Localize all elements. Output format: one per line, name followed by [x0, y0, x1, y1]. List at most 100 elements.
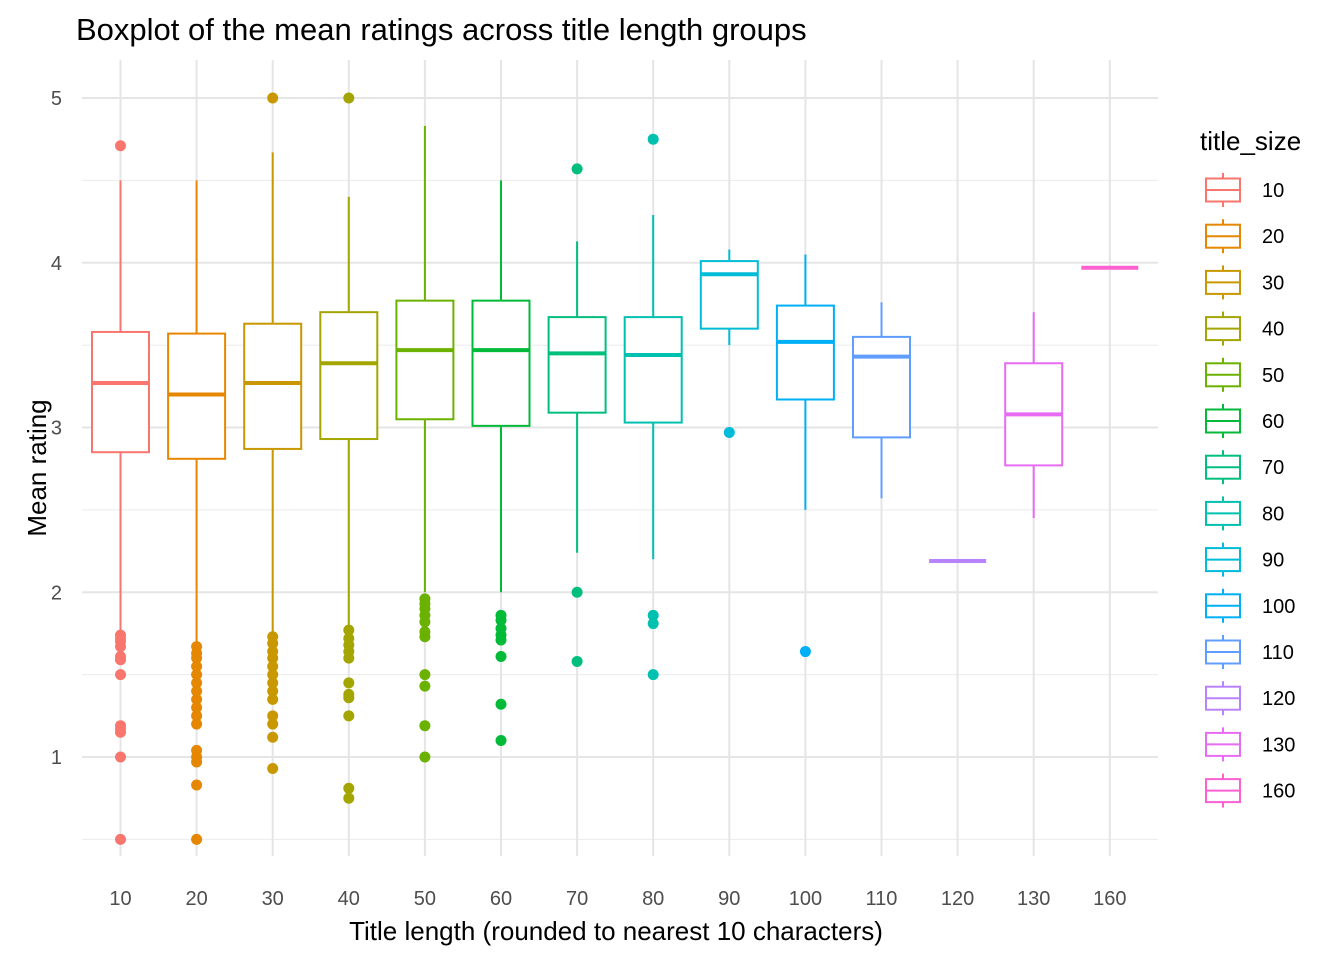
outlier-point: [267, 763, 279, 775]
legend-item-40: 40: [1205, 311, 1284, 346]
x-tick-label: 80: [642, 888, 664, 910]
box-iqr: [547, 316, 607, 414]
outlier-point: [343, 782, 355, 794]
y-tick-label: 5: [51, 88, 62, 110]
x-tick-label: 10: [109, 888, 131, 910]
legend-item-160: 160: [1205, 773, 1295, 808]
outlier-point: [419, 720, 431, 732]
box-group-60: [471, 180, 531, 747]
outlier-point: [343, 792, 355, 804]
x-tick-label: 130: [1017, 888, 1050, 910]
box-group-40: [319, 92, 379, 804]
box-group-110: [852, 302, 911, 499]
outlier-point: [191, 685, 203, 697]
outlier-point: [343, 692, 355, 704]
box-iqr: [243, 322, 303, 450]
legend-title: title_size: [1200, 126, 1301, 156]
legend-item-60: 60: [1205, 404, 1284, 438]
outlier-point: [419, 751, 431, 763]
legend-item-20: 20: [1205, 219, 1284, 254]
outlier-point: [191, 702, 203, 714]
legend-item-80: 80: [1205, 496, 1284, 531]
box-iqr: [91, 330, 150, 454]
chart-title: Boxplot of the mean ratings across title…: [76, 12, 807, 47]
box-iqr: [852, 335, 911, 439]
legend-label: 80: [1262, 503, 1284, 525]
box-group-20: [167, 180, 227, 845]
outlier-point: [799, 646, 811, 658]
legend-item-120: 120: [1205, 681, 1295, 716]
legend-label: 40: [1262, 319, 1284, 341]
box-iqr: [623, 316, 683, 424]
outlier-point: [115, 751, 126, 763]
x-tick-label: 60: [490, 888, 512, 910]
outlier-point: [571, 163, 583, 175]
outlier-point: [191, 718, 203, 730]
box-group-30: [243, 92, 303, 775]
outlier-point: [267, 685, 279, 697]
outlier-point: [267, 637, 279, 649]
outlier-point: [647, 609, 659, 621]
legend-label: 90: [1262, 550, 1284, 572]
outlier-point: [343, 92, 355, 104]
outlier-point: [495, 651, 507, 663]
outlier-point: [115, 641, 126, 653]
outlier-point: [115, 726, 126, 738]
outlier-point: [495, 634, 507, 646]
legend-label: 30: [1262, 272, 1284, 294]
outlier-point: [115, 833, 126, 845]
outlier-point: [267, 92, 279, 104]
x-tick-label: 30: [262, 888, 284, 910]
x-tick-label: 90: [718, 888, 740, 910]
outlier-point: [571, 655, 583, 667]
legend-label: 100: [1262, 596, 1295, 618]
outlier-point: [495, 735, 507, 747]
outlier-point: [343, 710, 355, 722]
legend-item-110: 110: [1205, 635, 1294, 669]
y-tick-label: 4: [51, 253, 62, 275]
axis-ticks: 1 2 3 4 5 10 20 30 40 50 60 70 80 90 100 110 120 130 160: [51, 88, 1127, 910]
outlier-point: [419, 669, 431, 681]
outlier-point: [267, 731, 279, 743]
legend: title_size 10 20 30 40 50 60 70 80 90 100 110 120 13…: [1200, 126, 1301, 808]
outlier-point: [191, 669, 203, 681]
legend-item-10: 10: [1205, 173, 1284, 207]
outlier-point: [267, 710, 279, 722]
box-iqr: [395, 299, 455, 421]
legend-item-30: 30: [1205, 265, 1284, 300]
x-tick-label: 100: [789, 888, 822, 910]
outlier-point: [343, 677, 355, 689]
legend-label: 160: [1262, 781, 1295, 803]
outlier-point: [419, 631, 431, 643]
legend-label: 120: [1262, 688, 1295, 710]
outlier-point: [647, 133, 659, 145]
outlier-point: [191, 677, 203, 689]
outlier-point: [571, 586, 583, 598]
outlier-point: [191, 652, 203, 664]
x-tick-label: 70: [566, 888, 588, 910]
box-iqr: [471, 299, 531, 427]
outlier-point: [267, 652, 279, 664]
legend-label: 10: [1262, 180, 1284, 202]
outlier-point: [267, 677, 279, 689]
box-group-80: [623, 133, 683, 681]
y-tick-label: 2: [51, 582, 62, 604]
legend-label: 70: [1262, 457, 1284, 479]
outlier-point: [723, 426, 735, 438]
x-tick-label: 160: [1093, 888, 1126, 910]
outlier-point: [191, 660, 203, 672]
outlier-point: [343, 624, 355, 636]
outlier-point: [191, 833, 203, 845]
outlier-point: [267, 718, 279, 730]
legend-label: 60: [1262, 411, 1284, 433]
legend-label: 20: [1262, 226, 1284, 248]
y-axis-title: Mean rating: [22, 399, 52, 536]
legend-label: 130: [1262, 734, 1295, 756]
x-axis-title: Title length (rounded to nearest 10 char…: [349, 916, 883, 946]
box-iqr: [775, 304, 835, 401]
legend-item-130: 130: [1205, 727, 1295, 762]
box-group-10: [91, 140, 150, 845]
legend-item-90: 90: [1205, 542, 1284, 577]
box-series: [91, 92, 1139, 845]
